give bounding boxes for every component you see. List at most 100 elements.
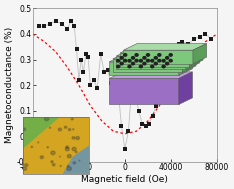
- Circle shape: [139, 60, 142, 62]
- Circle shape: [146, 54, 150, 56]
- Point: [167, 58, 171, 61]
- Circle shape: [31, 146, 33, 148]
- Point: [204, 33, 207, 36]
- Point: [137, 109, 141, 112]
- Point: [209, 38, 213, 41]
- Point: [198, 35, 202, 38]
- Point: [88, 84, 92, 87]
- Circle shape: [67, 167, 71, 170]
- Circle shape: [40, 156, 44, 159]
- Circle shape: [146, 59, 150, 62]
- Circle shape: [25, 164, 28, 167]
- Circle shape: [76, 136, 80, 140]
- Point: [37, 25, 40, 28]
- Circle shape: [135, 59, 138, 62]
- Point: [177, 43, 181, 46]
- Polygon shape: [179, 55, 192, 75]
- Circle shape: [52, 164, 55, 166]
- Polygon shape: [116, 50, 200, 56]
- Circle shape: [51, 161, 53, 163]
- Point: [130, 86, 134, 89]
- Circle shape: [154, 57, 157, 59]
- Point: [181, 40, 184, 43]
- Point: [102, 71, 106, 74]
- Circle shape: [66, 146, 69, 148]
- Point: [99, 53, 102, 56]
- Circle shape: [47, 147, 48, 148]
- Point: [160, 84, 164, 87]
- Circle shape: [139, 65, 142, 68]
- Circle shape: [117, 65, 120, 68]
- Circle shape: [132, 62, 135, 65]
- Circle shape: [162, 60, 165, 62]
- Circle shape: [67, 165, 69, 167]
- Point: [79, 58, 83, 61]
- Polygon shape: [113, 52, 196, 59]
- Point: [48, 22, 52, 25]
- Circle shape: [120, 62, 123, 65]
- Point: [92, 79, 96, 82]
- Circle shape: [166, 57, 169, 59]
- Circle shape: [71, 118, 73, 120]
- Polygon shape: [113, 59, 182, 72]
- Polygon shape: [193, 44, 207, 64]
- Circle shape: [124, 54, 127, 56]
- Circle shape: [38, 142, 39, 143]
- Point: [147, 122, 151, 125]
- Point: [86, 56, 90, 59]
- Circle shape: [58, 128, 62, 131]
- Point: [151, 114, 154, 117]
- Point: [171, 68, 175, 71]
- Polygon shape: [116, 56, 186, 70]
- Point: [95, 86, 99, 89]
- Circle shape: [162, 65, 165, 68]
- Point: [72, 25, 76, 28]
- Polygon shape: [189, 46, 203, 67]
- Circle shape: [128, 65, 131, 68]
- Circle shape: [132, 57, 135, 59]
- Y-axis label: Magnetoconductance (%): Magnetoconductance (%): [5, 27, 14, 143]
- Point: [106, 68, 110, 71]
- Polygon shape: [109, 72, 192, 78]
- Circle shape: [49, 127, 51, 128]
- Point: [109, 81, 113, 84]
- Point: [186, 43, 190, 46]
- Point: [69, 20, 73, 23]
- Point: [144, 125, 147, 128]
- Circle shape: [65, 147, 69, 151]
- Circle shape: [72, 137, 75, 139]
- Circle shape: [154, 62, 157, 65]
- Circle shape: [67, 154, 71, 158]
- Circle shape: [135, 54, 138, 56]
- X-axis label: Magnetic field (Oe): Magnetic field (Oe): [81, 175, 168, 184]
- Circle shape: [64, 126, 67, 128]
- Circle shape: [79, 160, 80, 161]
- Point: [84, 53, 88, 56]
- Circle shape: [68, 129, 71, 131]
- Polygon shape: [179, 72, 192, 104]
- Point: [77, 79, 81, 82]
- Circle shape: [22, 128, 26, 131]
- Point: [169, 63, 173, 66]
- Point: [154, 104, 158, 107]
- Circle shape: [158, 54, 161, 56]
- Point: [75, 48, 78, 51]
- Circle shape: [51, 151, 55, 155]
- Circle shape: [166, 62, 169, 65]
- Polygon shape: [109, 62, 179, 75]
- Polygon shape: [123, 44, 207, 50]
- Circle shape: [151, 60, 154, 62]
- Polygon shape: [120, 46, 203, 53]
- Circle shape: [73, 162, 76, 164]
- Polygon shape: [23, 117, 89, 174]
- Point: [133, 91, 137, 94]
- Point: [66, 27, 69, 30]
- Circle shape: [151, 65, 154, 68]
- Point: [113, 94, 116, 97]
- Circle shape: [44, 117, 49, 121]
- Point: [174, 53, 177, 56]
- Point: [162, 71, 166, 74]
- Polygon shape: [23, 117, 59, 148]
- Circle shape: [117, 60, 120, 62]
- Circle shape: [143, 62, 146, 65]
